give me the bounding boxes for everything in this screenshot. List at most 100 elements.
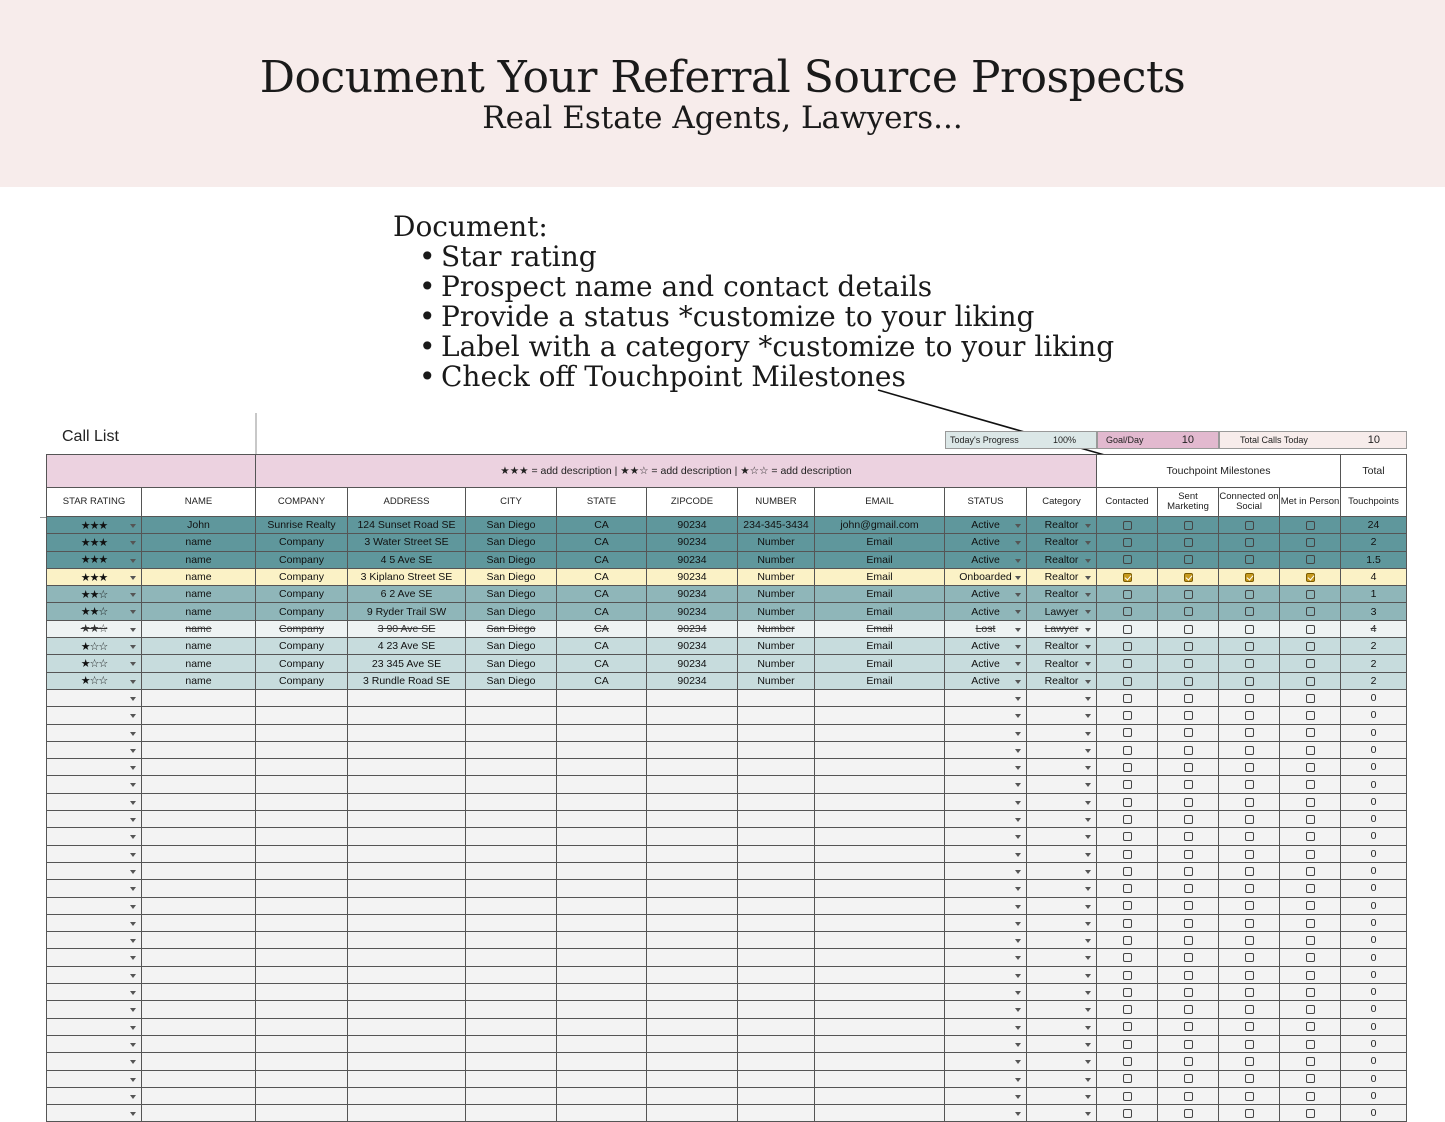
zip-cell[interactable] xyxy=(646,775,738,794)
column-header[interactable]: Category xyxy=(1026,487,1097,517)
milestone-cell[interactable] xyxy=(1157,602,1219,621)
milestone-cell[interactable] xyxy=(1157,567,1219,587)
milestone-checkbox[interactable] xyxy=(1183,797,1193,807)
milestone-checkbox[interactable] xyxy=(1183,814,1193,824)
milestone-cell[interactable] xyxy=(1157,671,1219,690)
status-cell[interactable] xyxy=(944,1069,1027,1088)
milestone-cell[interactable] xyxy=(1096,550,1158,569)
column-header[interactable]: STAR RATING xyxy=(46,487,142,517)
milestone-cell[interactable] xyxy=(1279,1034,1341,1054)
company-cell[interactable] xyxy=(255,948,348,967)
state-cell[interactable] xyxy=(556,931,647,950)
touchpoints-cell[interactable]: 2 xyxy=(1340,637,1407,656)
milestone-cell[interactable] xyxy=(1157,913,1219,933)
milestone-checkbox[interactable] xyxy=(1244,780,1254,790)
zip-cell[interactable] xyxy=(646,1000,738,1019)
touchpoints-cell[interactable]: 0 xyxy=(1340,1086,1407,1106)
email-cell[interactable] xyxy=(814,1052,945,1071)
city-cell[interactable]: San Diego xyxy=(465,550,557,569)
stars-cell[interactable]: ★★★ xyxy=(46,567,142,587)
category-cell[interactable] xyxy=(1026,706,1097,725)
name-cell[interactable]: name xyxy=(141,550,256,569)
milestone-cell[interactable] xyxy=(1157,844,1219,863)
milestone-cell[interactable] xyxy=(1279,637,1341,656)
name-cell[interactable] xyxy=(141,931,256,950)
milestone-cell[interactable] xyxy=(1279,931,1341,950)
email-cell[interactable]: john@gmail.com xyxy=(814,515,945,535)
milestone-checkbox[interactable] xyxy=(1183,676,1193,686)
milestone-checkbox[interactable] xyxy=(1244,520,1254,530)
milestone-checkbox[interactable] xyxy=(1244,970,1254,980)
address-cell[interactable] xyxy=(347,896,466,915)
name-cell[interactable] xyxy=(141,688,256,708)
milestone-checkbox[interactable] xyxy=(1122,1091,1132,1101)
number-cell[interactable] xyxy=(737,792,815,812)
milestone-cell[interactable] xyxy=(1157,758,1219,777)
milestone-cell[interactable] xyxy=(1096,723,1158,742)
stars-cell[interactable] xyxy=(46,948,142,967)
milestone-checkbox[interactable] xyxy=(1122,953,1132,963)
name-cell[interactable]: name xyxy=(141,567,256,587)
category-cell[interactable] xyxy=(1026,844,1097,863)
company-cell[interactable] xyxy=(255,827,348,846)
number-cell[interactable]: Number xyxy=(737,585,815,604)
address-cell[interactable]: 6 2 Ave SE xyxy=(347,585,466,604)
milestone-cell[interactable] xyxy=(1157,1052,1219,1071)
touchpoints-cell[interactable]: 0 xyxy=(1340,879,1407,898)
milestone-checkbox[interactable] xyxy=(1244,935,1254,945)
city-cell[interactable]: San Diego xyxy=(465,637,557,656)
milestone-checkbox[interactable] xyxy=(1244,676,1254,686)
zip-cell[interactable] xyxy=(646,758,738,777)
address-cell[interactable] xyxy=(347,1104,466,1122)
milestone-cell[interactable] xyxy=(1218,1086,1280,1106)
name-cell[interactable]: name xyxy=(141,533,256,552)
city-cell[interactable]: San Diego xyxy=(465,533,557,552)
milestone-cell[interactable] xyxy=(1096,1017,1158,1036)
name-cell[interactable] xyxy=(141,861,256,881)
milestone-cell[interactable] xyxy=(1218,533,1280,552)
milestone-checkbox[interactable] xyxy=(1183,538,1193,548)
milestone-checkbox[interactable] xyxy=(1183,572,1193,582)
number-cell[interactable] xyxy=(737,948,815,967)
column-header[interactable]: Sent Marketing xyxy=(1157,487,1219,517)
milestone-cell[interactable] xyxy=(1279,1086,1341,1106)
category-cell[interactable] xyxy=(1026,827,1097,846)
category-cell[interactable] xyxy=(1026,792,1097,812)
milestone-checkbox[interactable] xyxy=(1122,572,1132,582)
milestone-cell[interactable] xyxy=(1157,983,1219,1002)
milestone-cell[interactable] xyxy=(1218,965,1280,985)
touchpoints-cell[interactable]: 0 xyxy=(1340,1017,1407,1036)
status-cell[interactable]: Lost xyxy=(944,619,1027,639)
milestone-checkbox[interactable] xyxy=(1122,711,1132,721)
email-cell[interactable] xyxy=(814,1017,945,1036)
company-cell[interactable] xyxy=(255,844,348,863)
address-cell[interactable] xyxy=(347,810,466,829)
status-cell[interactable] xyxy=(944,1034,1027,1054)
address-cell[interactable] xyxy=(347,844,466,863)
status-cell[interactable] xyxy=(944,879,1027,898)
city-cell[interactable]: San Diego xyxy=(465,654,557,673)
name-cell[interactable] xyxy=(141,1069,256,1088)
milestone-checkbox[interactable] xyxy=(1183,624,1193,634)
stars-cell[interactable] xyxy=(46,1000,142,1019)
category-cell[interactable] xyxy=(1026,758,1097,777)
status-cell[interactable] xyxy=(944,792,1027,812)
column-header[interactable]: Touchpoints xyxy=(1340,487,1407,517)
number-cell[interactable] xyxy=(737,965,815,985)
column-header[interactable]: COMPANY xyxy=(255,487,348,517)
milestone-checkbox[interactable] xyxy=(1122,520,1132,530)
address-cell[interactable] xyxy=(347,792,466,812)
number-cell[interactable] xyxy=(737,1052,815,1071)
milestone-checkbox[interactable] xyxy=(1183,711,1193,721)
milestone-checkbox[interactable] xyxy=(1244,849,1254,859)
column-header[interactable]: ZIPCODE xyxy=(646,487,738,517)
zip-cell[interactable] xyxy=(646,827,738,846)
milestone-cell[interactable] xyxy=(1157,1000,1219,1019)
email-cell[interactable] xyxy=(814,1086,945,1106)
milestone-cell[interactable] xyxy=(1218,931,1280,950)
category-cell[interactable] xyxy=(1026,948,1097,967)
milestone-checkbox[interactable] xyxy=(1183,520,1193,530)
milestone-checkbox[interactable] xyxy=(1244,1005,1254,1015)
stars-cell[interactable] xyxy=(46,931,142,950)
state-cell[interactable] xyxy=(556,775,647,794)
